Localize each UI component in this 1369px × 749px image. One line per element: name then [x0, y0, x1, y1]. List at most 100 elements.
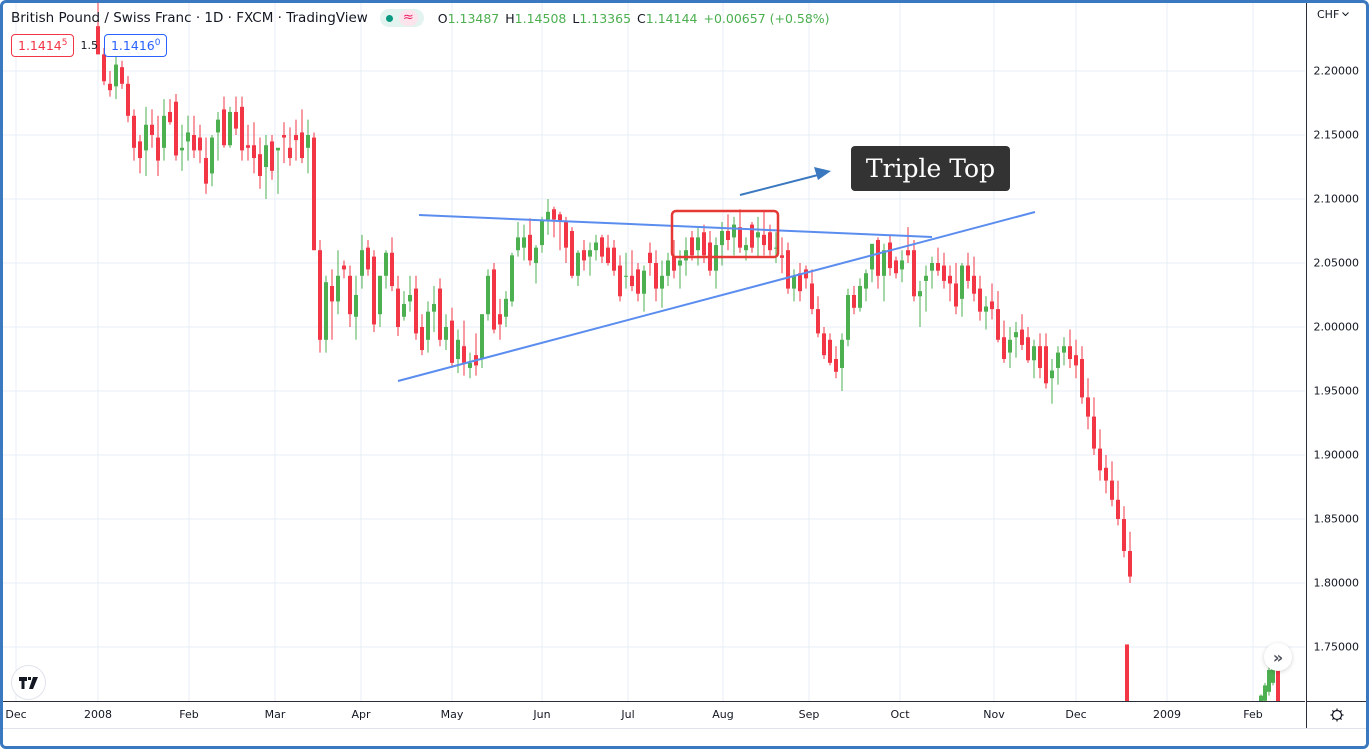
time-tick-label: Feb [1243, 708, 1263, 721]
candle-body [960, 265, 964, 299]
candle-body [1092, 416, 1096, 449]
candle-body [804, 269, 808, 279]
time-axis[interactable]: Dec 2008 Feb Mar Apr May Jun Jul Aug Sep Oct Nov Dec… [3, 701, 1305, 728]
sell-button[interactable]: 1.14145 [11, 34, 75, 57]
tradingview-logo-icon[interactable] [11, 665, 46, 700]
open-value: 1.13487 [447, 10, 500, 26]
candle-body [798, 273, 802, 292]
candle-body [870, 243, 874, 270]
candle-body [990, 301, 994, 310]
candle-body [192, 135, 196, 151]
candle-body [984, 306, 988, 312]
candle-body [456, 339, 460, 359]
candle-body [228, 111, 232, 146]
candle-body [204, 158, 208, 184]
chart-pane[interactable]: British Pound / Swiss Franc · 1D · FXCM … [3, 3, 1305, 701]
price-tick-label: 1.75000 [1313, 640, 1360, 654]
candle-body [108, 83, 112, 91]
candle-body [684, 250, 688, 261]
candle-body [780, 255, 784, 258]
candle-body [576, 252, 580, 276]
candle-body [792, 275, 796, 289]
candle-body [840, 339, 844, 368]
candle-body [1104, 467, 1108, 481]
candle-body [1050, 370, 1054, 379]
candle-body [450, 320, 454, 363]
candle-body [396, 288, 400, 327]
scroll-to-realtime-button[interactable]: » [1264, 643, 1292, 671]
candle-body [606, 247, 610, 263]
candle-body [768, 232, 772, 251]
candle-body [534, 247, 538, 263]
candle-body [528, 234, 532, 261]
close-label: C [637, 10, 646, 26]
candle-body [564, 222, 568, 248]
candle-body [432, 303, 436, 312]
triple-top-highlight-box[interactable] [670, 209, 780, 259]
bid-ask-quotes: 1.14145 1.5 1.14160 [11, 34, 168, 57]
candle-body [786, 250, 790, 289]
candle-body [210, 137, 214, 174]
candle-body [180, 147, 184, 151]
candle-body [1267, 670, 1271, 692]
candle-body [198, 137, 202, 151]
price-axis[interactable]: CHF 2.20000 2.15000 2.10000 2.05000 2.00000 1… [1306, 3, 1366, 701]
chart-settings-button[interactable] [1306, 701, 1366, 728]
candle-body [660, 275, 664, 289]
market-status[interactable]: ≈ [379, 9, 424, 27]
time-tick-label: May [440, 708, 464, 721]
candle-body [156, 137, 160, 161]
candle-body [348, 275, 352, 315]
candle-body [690, 237, 694, 256]
candle-body [834, 359, 838, 372]
candle-body [1032, 346, 1036, 361]
candle-body [132, 115, 136, 148]
candle-body [726, 231, 730, 240]
candle-body [114, 64, 118, 87]
candle-body [96, 26, 100, 55]
triple-top-label[interactable]: Triple Top [851, 146, 1010, 191]
candle-body [516, 237, 520, 251]
candle-body [720, 231, 724, 246]
candle-body [378, 275, 382, 315]
candle-body [666, 260, 670, 276]
candle-body [300, 132, 304, 159]
candle-body [372, 256, 376, 325]
candle-body [864, 273, 868, 289]
candle-body [360, 250, 364, 276]
low-value: 1.13365 [579, 10, 632, 26]
candlestick-chart[interactable] [3, 3, 1305, 701]
candle-body [330, 286, 334, 302]
ask-pip: 0 [154, 38, 161, 48]
price-tick-label: 2.10000 [1313, 192, 1360, 206]
candle-body [570, 231, 574, 276]
currency-label: CHF [1317, 8, 1340, 21]
change-value: +0.00657 (+0.58%) [703, 10, 830, 26]
candle-body [846, 295, 850, 340]
candle-body [654, 263, 658, 289]
arrow-line[interactable] [739, 174, 819, 196]
time-tick-label: Oct [890, 708, 910, 721]
candle-body [1122, 519, 1126, 551]
time-tick-label: Apr [351, 708, 371, 721]
candle-body [1125, 644, 1129, 701]
candle-body [594, 242, 598, 251]
candle-body [492, 269, 496, 330]
candle-body [1068, 346, 1072, 359]
spread-value: 1.5 [80, 39, 98, 52]
candle-body [618, 265, 622, 297]
buy-button[interactable]: 1.14160 [103, 34, 168, 57]
candle-body [414, 288, 418, 334]
support-trendline[interactable] [397, 211, 1036, 382]
candle-body [1263, 685, 1267, 701]
candle-body [636, 269, 640, 294]
symbol-title[interactable]: British Pound / Swiss Franc · 1D · FXCM … [11, 10, 368, 26]
candle-body [828, 339, 832, 363]
currency-selector[interactable]: CHF [1317, 8, 1350, 21]
candle-body [732, 224, 736, 238]
candle-body [288, 147, 292, 159]
candle-body [186, 132, 190, 142]
high-label: H [505, 10, 515, 26]
resistance-trendline[interactable] [418, 214, 933, 238]
open-label: O [437, 10, 448, 26]
